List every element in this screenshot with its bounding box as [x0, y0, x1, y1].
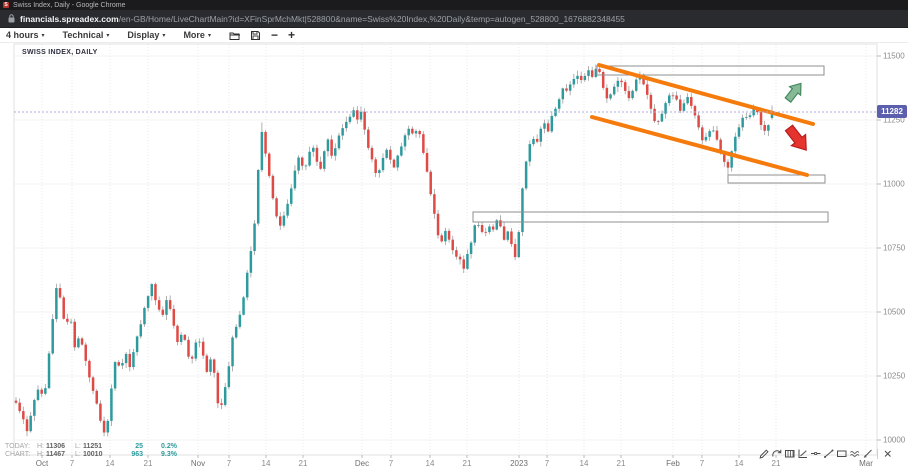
x-axis-label: 21 [463, 459, 472, 468]
chart-label: CHART: [5, 451, 31, 458]
y-axis-label: 10250 [883, 372, 906, 381]
zoom-out-icon[interactable]: − [270, 28, 278, 42]
x-axis-label: 7 [700, 459, 705, 468]
url-domain: financials.spreadex.com [20, 13, 119, 24]
x-axis-label: 14 [580, 459, 589, 468]
url-text[interactable]: financials.spreadex.com/en-GB/Home/LiveC… [20, 14, 625, 24]
y-axis-label: 11250 [883, 116, 905, 125]
x-axis-label: Nov [191, 459, 205, 468]
x-axis-label: Feb [666, 459, 680, 468]
ray-icon[interactable] [861, 448, 874, 460]
x-axis-label: 7 [70, 459, 75, 468]
toolbar-separator [877, 448, 878, 459]
open-chart-icon[interactable] [229, 30, 240, 41]
x-axis-label: 7 [227, 459, 232, 468]
bullish-arrow-icon [784, 82, 802, 103]
chart-change-pct: 9.3% [161, 451, 177, 458]
display-dropdown[interactable]: Display ▾ [127, 30, 166, 40]
window-title: Swiss Index, Daily - Google Chrome [13, 1, 126, 9]
x-axis-label: 14 [426, 459, 435, 468]
bearish-arrow-icon [784, 124, 807, 151]
caret-down-icon: ▾ [106, 32, 110, 39]
horizontal-line-icon[interactable] [809, 448, 822, 460]
padlock-icon [8, 14, 15, 23]
x-axis-label: 21 [144, 459, 153, 468]
chart-columns-icon[interactable] [783, 448, 796, 460]
drawing-toolbar [757, 447, 894, 460]
current-price-badge: 11282 [877, 105, 907, 118]
chart-change: 963 [131, 451, 143, 458]
chart-toolbar: 4 hours ▾ Technical ▾ Display ▾ More ▾ − + [0, 28, 908, 43]
x-axis-label: 14 [262, 459, 271, 468]
y-axis-label: 11000 [883, 180, 905, 189]
more-dropdown[interactable]: More ▾ [183, 30, 211, 40]
caret-down-icon: ▾ [207, 32, 211, 39]
x-axis-label: 14 [735, 459, 744, 468]
x-axis-label: 7 [389, 459, 394, 468]
x-axis-label: Mar [859, 459, 873, 468]
legend-chart-row: CHART: H: 11467 L: 10010 963 9.3% [5, 451, 177, 458]
y-axis-label: 11500 [883, 52, 905, 61]
caret-down-icon: ▾ [41, 32, 45, 39]
y-axis-label: 10000 [883, 436, 906, 445]
x-axis-label: 14 [106, 459, 115, 468]
x-axis-label: Dec [355, 459, 369, 468]
window-titlebar: S Swiss Index, Daily - Google Chrome [0, 0, 908, 10]
trend-angle-icon[interactable] [796, 448, 809, 460]
brush-wave-icon[interactable] [848, 448, 861, 460]
today-change-pct: 0.2% [161, 443, 177, 450]
caret-down-icon: ▾ [162, 32, 166, 39]
instrument-watermark: SWISS INDEX, DAILY [22, 49, 98, 56]
today-low: 11251 [83, 443, 103, 450]
today-high: 11306 [46, 443, 66, 450]
x-axis-label: 2023 [510, 459, 528, 468]
today-label: TODAY: [5, 443, 31, 450]
technical-dropdown[interactable]: Technical ▾ [62, 30, 110, 40]
chart-low: 10010 [83, 451, 103, 458]
redo-curve-icon[interactable] [770, 448, 783, 460]
timeframe-dropdown[interactable]: 4 hours ▾ [6, 30, 45, 40]
trend-line-icon[interactable] [822, 448, 835, 460]
url-path: /en-GB/Home/LiveChartMain?id=XFinSprMchM… [118, 13, 625, 24]
today-change: 25 [135, 443, 143, 450]
x-axis-label: 21 [617, 459, 626, 468]
chart-legend: TODAY: H: 11306 L: 11251 25 0.2% CHART: … [5, 443, 177, 459]
spreadex-favicon-icon: S [3, 2, 9, 8]
browser-urlbar[interactable]: financials.spreadex.com/en-GB/Home/LiveC… [0, 10, 908, 28]
chart-region: 11500 11250 11000 10750 10500 10250 10000 Oct 7 1… [0, 43, 908, 475]
x-axis-label: Oct [36, 459, 49, 468]
rectangle-icon[interactable] [835, 448, 848, 460]
x-axis-label: 21 [772, 459, 781, 468]
x-axis-label: 7 [545, 459, 550, 468]
y-axis-label: 10500 [883, 308, 906, 317]
x-axis-label: 21 [299, 459, 308, 468]
chart-high: 11467 [46, 451, 66, 458]
save-chart-icon[interactable] [250, 30, 261, 41]
zoom-in-icon[interactable]: + [287, 28, 295, 42]
close-icon[interactable] [881, 448, 894, 460]
legend-today-row: TODAY: H: 11306 L: 11251 25 0.2% [5, 443, 177, 450]
pen-icon[interactable] [757, 448, 770, 460]
y-axis-label: 10750 [883, 244, 906, 253]
